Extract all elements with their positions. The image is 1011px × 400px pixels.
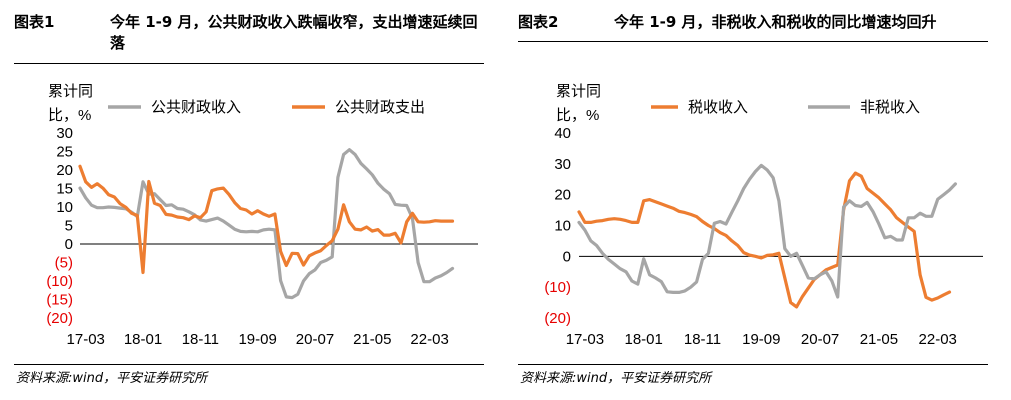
y-tick-label: (20) — [544, 310, 571, 327]
source-note: 资料来源:wind，平安证券研究所 — [520, 371, 712, 386]
source-note: 资料来源:wind，平安证券研究所 — [16, 371, 208, 386]
chart-title: 今年 1-9 月，公共财政收入跌幅收窄，支出增速延续回落 — [110, 13, 478, 52]
series-line — [78, 164, 455, 275]
chart-number: 图表1 — [14, 13, 55, 31]
legend-label: 非税收入 — [860, 99, 920, 116]
y-tick-label: 40 — [554, 125, 571, 142]
chart-number: 图表2 — [518, 13, 559, 31]
title-rule — [14, 63, 484, 64]
y-tick-label: 30 — [554, 156, 571, 173]
y-axis-label: 累计同 — [48, 83, 93, 100]
x-tick-label: 19-09 — [742, 331, 780, 348]
x-tick-label: 20-07 — [801, 331, 839, 348]
x-tick-label: 19-09 — [238, 331, 276, 348]
y-tick-label: (10) — [46, 273, 73, 290]
y-tick-label: 5 — [65, 218, 73, 235]
legend-label: 税收收入 — [688, 99, 748, 116]
legend-label: 公共财政收入 — [151, 99, 241, 116]
y-tick-label: 10 — [554, 218, 571, 235]
y-tick-label: 20 — [554, 187, 571, 204]
x-tick-label: 22-03 — [919, 331, 957, 348]
y-tick-label: 25 — [56, 144, 73, 161]
y-tick-label: 15 — [56, 181, 73, 198]
chart-panel-left: 图表1 今年 1-9 月，公共财政收入跌幅收窄，支出增速延续回落 累计同比，% 3… — [14, 0, 500, 400]
y-axis-label: 累计同 — [556, 83, 601, 100]
x-tick-label: 17-03 — [67, 331, 105, 348]
x-tick-label: 22-03 — [410, 331, 448, 348]
chart-panel-right: 图表2 今年 1-9 月，非税收入和税收的同比增速均回升 累计同比，% 40 30 2… — [518, 0, 1004, 400]
series-line — [577, 171, 952, 309]
x-tick-label: 21-05 — [860, 331, 898, 348]
y-tick-label: (20) — [46, 310, 73, 327]
x-tick-label: 18-11 — [684, 331, 721, 348]
x-tick-label: 20-07 — [296, 331, 334, 348]
y-tick-label: (5) — [55, 255, 73, 272]
x-tick-label: 18-11 — [182, 331, 219, 348]
source-rule — [14, 364, 484, 365]
y-tick-label: (10) — [544, 279, 571, 296]
x-tick-label: 18-01 — [624, 331, 662, 348]
chart-title: 今年 1-9 月，非税收入和税收的同比增速均回升 — [614, 13, 937, 31]
y-tick-label: 30 — [56, 125, 73, 142]
series-line — [577, 163, 957, 299]
y-tick-label: 20 — [56, 162, 73, 179]
y-axis-label: 比，% — [556, 107, 599, 124]
y-tick-label: 0 — [563, 248, 571, 265]
x-tick-label: 21-05 — [353, 331, 391, 348]
x-tick-label: 18-01 — [124, 331, 162, 348]
source-rule — [518, 364, 988, 365]
y-tick-label: (15) — [46, 292, 73, 309]
x-tick-label: 17-03 — [566, 331, 604, 348]
title-rule — [518, 41, 988, 42]
y-axis-label: 比，% — [48, 107, 91, 124]
y-tick-label: 10 — [56, 199, 73, 216]
legend-label: 公共财政支出 — [335, 99, 425, 116]
series-line — [78, 148, 455, 300]
y-tick-label: 0 — [65, 236, 73, 253]
